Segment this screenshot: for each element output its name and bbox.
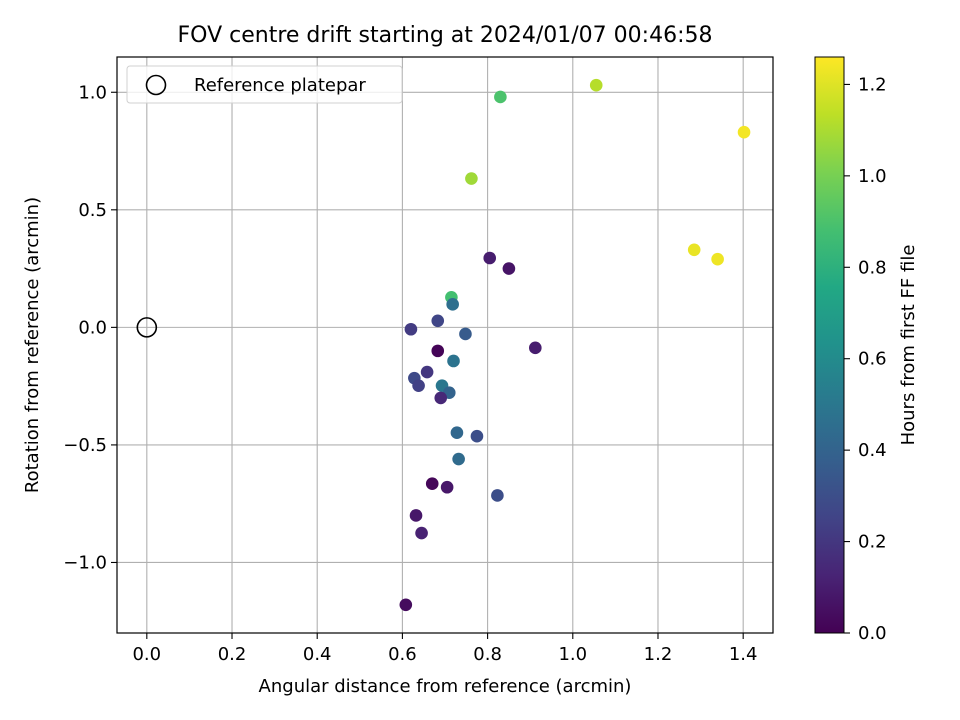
legend-label: Reference platepar bbox=[194, 75, 366, 96]
data-point bbox=[737, 125, 751, 139]
legend-marker-icon bbox=[145, 74, 167, 96]
data-point bbox=[494, 90, 507, 104]
data-point bbox=[431, 344, 445, 358]
y-tick-label: 0.5 bbox=[78, 200, 107, 221]
data-point bbox=[440, 480, 454, 494]
colorbar-label: Hours from first FF file bbox=[898, 245, 919, 446]
data-point bbox=[420, 365, 434, 379]
data-point bbox=[404, 322, 418, 336]
data-point bbox=[589, 78, 603, 92]
colorbar-tick-label: 0.6 bbox=[858, 349, 887, 370]
data-point bbox=[412, 379, 425, 392]
colorbar-tick-label: 0.2 bbox=[858, 532, 887, 553]
data-point bbox=[502, 262, 516, 275]
x-tick-label: 0.0 bbox=[132, 644, 161, 665]
axes: 0.0 0.2 0.4 0.6 0.8 1.0 1.2 1.4 1.0 0.5 0.0 −0.5 −1.… bbox=[63, 82, 757, 665]
colorbar-tick-label: 1.2 bbox=[858, 74, 887, 95]
data-point bbox=[450, 426, 464, 439]
grid-lines bbox=[117, 57, 773, 633]
data-point bbox=[529, 341, 542, 355]
colorbar-gradient bbox=[814, 56, 845, 634]
colorbar-tick-label: 1.0 bbox=[858, 166, 887, 187]
reference-platepar-marker bbox=[136, 317, 158, 338]
x-tick-label: 0.2 bbox=[218, 644, 247, 665]
x-tick-label: 0.8 bbox=[473, 644, 502, 665]
chart-title: FOV centre drift starting at 2024/01/07 … bbox=[178, 23, 713, 48]
x-tick-label: 0.4 bbox=[303, 644, 332, 665]
data-point bbox=[415, 526, 428, 540]
data-point bbox=[446, 298, 459, 311]
plot-frame bbox=[116, 56, 774, 634]
data-point bbox=[687, 243, 701, 257]
x-axis-label: Angular distance from reference (arcmin) bbox=[259, 676, 632, 697]
data-points bbox=[136, 78, 751, 612]
data-point bbox=[465, 172, 478, 185]
y-axis-label: Rotation from reference (arcmin) bbox=[22, 197, 43, 493]
colorbar-tick-label: 0.8 bbox=[858, 257, 887, 278]
x-tick-label: 1.2 bbox=[644, 644, 673, 665]
data-point bbox=[459, 327, 472, 341]
colorbar-tick-label: 0.0 bbox=[858, 623, 887, 644]
data-point bbox=[425, 477, 439, 491]
legend: Reference platepar bbox=[126, 65, 403, 104]
y-tick-label: 1.0 bbox=[78, 82, 107, 103]
colorbar-ticks: 0.0 0.2 0.4 0.6 0.8 1.0 1.2 bbox=[844, 74, 887, 644]
data-point bbox=[711, 252, 724, 266]
data-point bbox=[434, 391, 448, 405]
legend-box bbox=[126, 65, 403, 104]
data-point bbox=[470, 429, 484, 443]
x-tick-label: 1.4 bbox=[729, 644, 758, 665]
y-tick-label: 0.0 bbox=[78, 317, 107, 338]
x-tick-label: 1.0 bbox=[558, 644, 587, 665]
data-point bbox=[452, 452, 465, 466]
data-point bbox=[491, 489, 504, 502]
data-point bbox=[409, 509, 423, 522]
data-point bbox=[483, 251, 497, 265]
colorbar-tick-label: 0.4 bbox=[858, 440, 887, 461]
data-point bbox=[431, 314, 445, 328]
x-tick-label: 0.6 bbox=[388, 644, 417, 665]
colorbar: 0.0 0.2 0.4 0.6 0.8 1.0 1.2 Hours from first F… bbox=[814, 56, 919, 644]
y-tick-label: −1.0 bbox=[63, 552, 107, 573]
y-tick-label: −0.5 bbox=[63, 435, 107, 456]
data-point bbox=[447, 354, 460, 368]
data-point bbox=[399, 598, 413, 612]
